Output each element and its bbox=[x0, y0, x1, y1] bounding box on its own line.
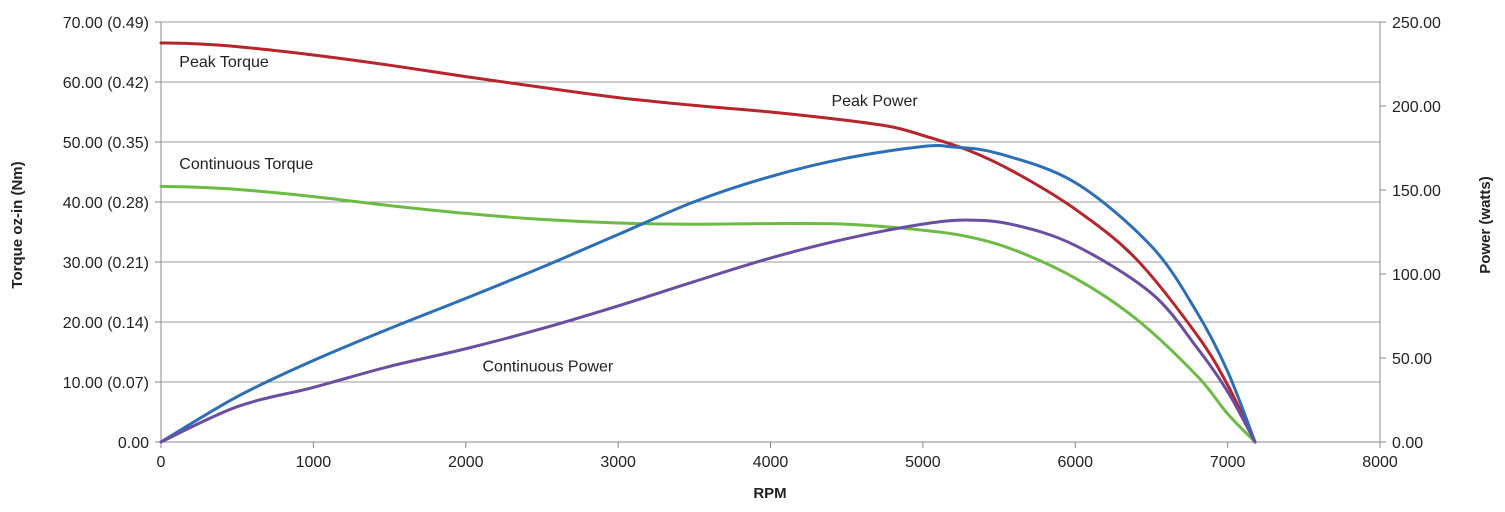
x-tick-label: 5000 bbox=[905, 454, 941, 471]
x-tick-label: 0 bbox=[157, 454, 166, 471]
peak-power-annotation: Peak Power bbox=[831, 93, 918, 110]
x-tick-label: 2000 bbox=[448, 454, 484, 471]
peak-power-line bbox=[159, 144, 1257, 444]
y-right-tick-labels: 0.00 50.00 100.00 150.00 200.00 250.00 bbox=[1392, 15, 1441, 452]
peak-torque-line bbox=[159, 41, 1257, 444]
y-left-tick-label: 10.00 (0.07) bbox=[63, 375, 149, 392]
x-tick-label: 3000 bbox=[600, 454, 636, 471]
x-tick-label: 4000 bbox=[753, 454, 789, 471]
y-left-tick-label: 0.00 bbox=[118, 435, 149, 452]
x-tick-labels: 0 1000 2000 3000 4000 5000 6000 7000 8000 bbox=[157, 454, 1398, 471]
x-axis-title: RPM bbox=[753, 485, 786, 502]
y-right-tick-label: 250.00 bbox=[1392, 15, 1441, 32]
y-right-tick-label: 200.00 bbox=[1392, 99, 1441, 116]
continuous-torque-annotation: Continuous Torque bbox=[179, 156, 313, 173]
series-annotations: Peak Torque Continuous Torque Peak Power Co… bbox=[179, 54, 918, 375]
y-left-tick-label: 70.00 (0.49) bbox=[63, 15, 149, 32]
continuous-power-annotation: Continuous Power bbox=[483, 358, 614, 375]
x-tick-label: 1000 bbox=[296, 454, 332, 471]
y-right-tick-label: 100.00 bbox=[1392, 267, 1441, 284]
y-left-tick-label: 20.00 (0.14) bbox=[63, 315, 149, 332]
y-left-tick-label: 60.00 (0.42) bbox=[63, 75, 149, 92]
x-tick-label: 8000 bbox=[1362, 454, 1398, 471]
y-left-tick-labels: 0.00 10.00 (0.07) 20.00 (0.14) 30.00 (0.21)… bbox=[63, 15, 149, 452]
peak-torque-annotation: Peak Torque bbox=[179, 54, 269, 71]
y-left-axis-title: Torque oz-in (Nm) bbox=[9, 161, 26, 288]
y-right-tick-label: 150.00 bbox=[1392, 183, 1441, 200]
series-lines bbox=[159, 41, 1257, 444]
x-tick-label: 7000 bbox=[1210, 454, 1246, 471]
y-right-tick-label: 50.00 bbox=[1392, 351, 1432, 368]
gridlines bbox=[161, 21, 1380, 383]
y-left-tick-label: 30.00 (0.21) bbox=[63, 255, 149, 272]
y-left-tick-label: 40.00 (0.28) bbox=[63, 195, 149, 212]
continuous-torque-line bbox=[159, 184, 1257, 444]
axes bbox=[155, 21, 1386, 448]
x-tick-label: 6000 bbox=[1057, 454, 1093, 471]
continuous-power-line bbox=[159, 218, 1257, 444]
y-right-tick-label: 0.00 bbox=[1392, 435, 1423, 452]
y-left-tick-label: 50.00 (0.35) bbox=[63, 135, 149, 152]
y-right-axis-title: Power (watts) bbox=[1477, 176, 1494, 274]
